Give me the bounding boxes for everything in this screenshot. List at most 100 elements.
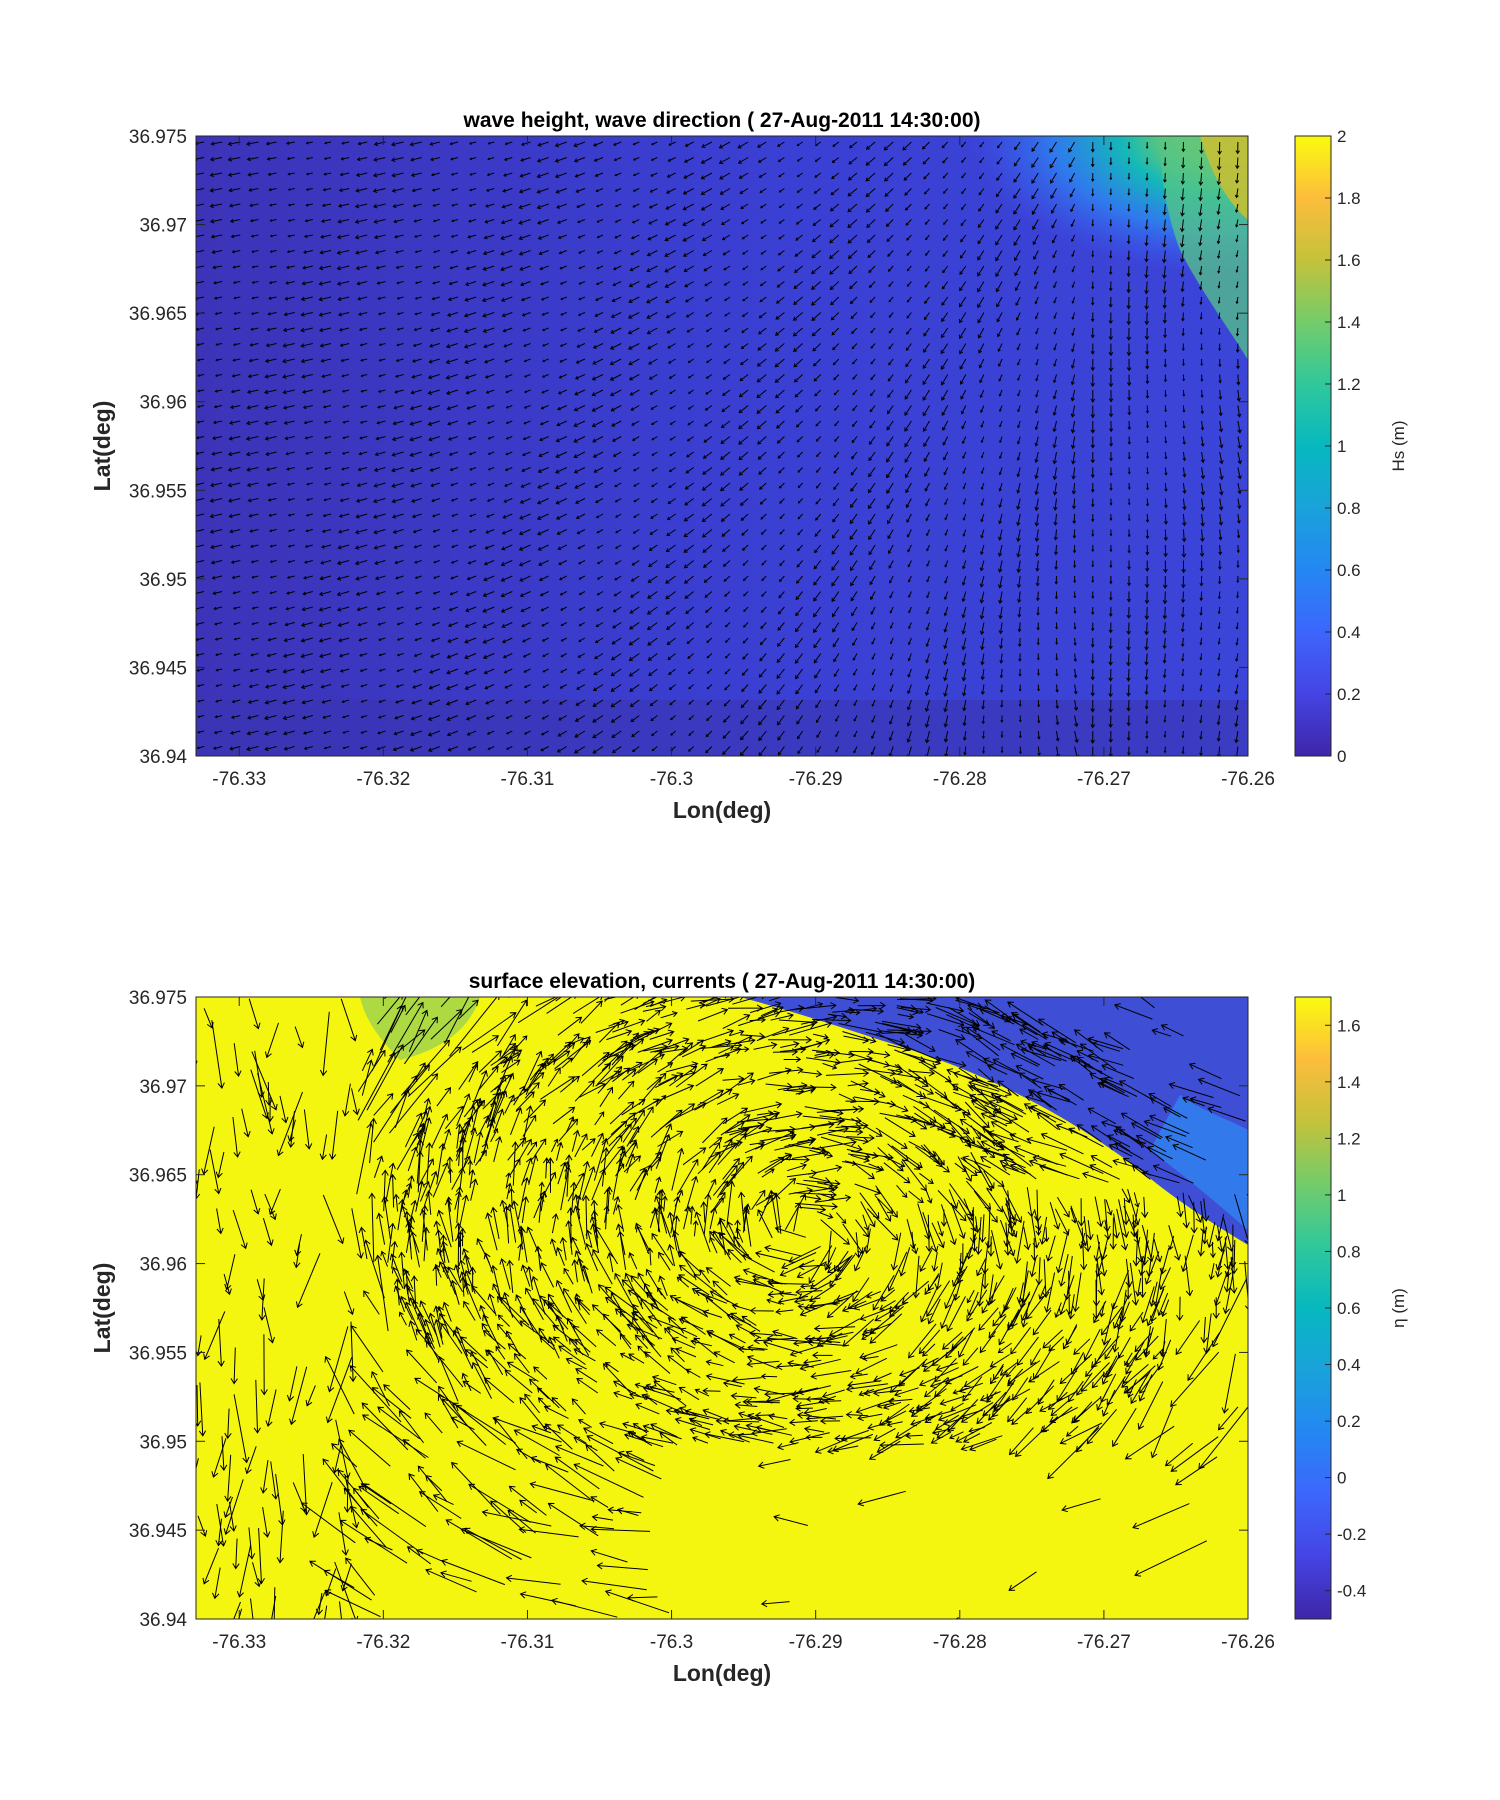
- current-arrow: [543, 1405, 569, 1419]
- wave-direction-arrow: [941, 312, 949, 323]
- current-arrow: [750, 1428, 787, 1437]
- current-arrow: [991, 1030, 1011, 1042]
- wave-direction-arrow: [560, 606, 568, 611]
- wave-direction-arrow: [1164, 467, 1168, 476]
- current-arrow: [844, 1160, 883, 1173]
- wave-direction-arrow: [196, 498, 205, 503]
- wave-direction-arrow: [233, 622, 241, 626]
- current-arrow: [820, 1136, 863, 1152]
- current-arrow: [1148, 1092, 1172, 1107]
- current-arrow: [361, 1059, 374, 1096]
- wave-direction-arrow: [251, 575, 259, 579]
- wave-direction-arrow: [393, 544, 404, 550]
- wave-direction-arrow: [1217, 668, 1221, 677]
- wave-direction-arrow: [537, 467, 549, 473]
- wave-direction-arrow: [504, 358, 513, 363]
- wave-direction-arrow: [555, 436, 568, 443]
- wave-direction-arrow: [797, 730, 804, 740]
- wave-direction-arrow: [196, 358, 205, 362]
- current-arrow: [926, 1280, 951, 1317]
- current-arrow: [1028, 1159, 1068, 1176]
- current-arrow: [552, 1106, 576, 1125]
- current-arrow: [1244, 1261, 1248, 1310]
- wave-direction-arrow: [943, 699, 949, 713]
- current-arrow: [507, 1509, 536, 1534]
- wave-direction-arrow: [649, 699, 658, 707]
- wave-direction-arrow: [541, 622, 549, 627]
- wave-direction-arrow: [251, 591, 259, 594]
- current-arrow: [937, 1404, 977, 1422]
- current-arrow: [835, 997, 860, 1004]
- wave-direction-arrow: [392, 529, 404, 534]
- current-arrow: [634, 997, 656, 1011]
- wave-direction-arrow: [868, 544, 876, 556]
- current-arrow: [1005, 1365, 1017, 1378]
- wave-direction-arrow: [556, 203, 567, 209]
- wave-direction-arrow: [196, 544, 205, 548]
- current-arrow: [440, 1240, 450, 1263]
- wave-direction-arrow: [775, 296, 785, 304]
- wave-direction-arrow: [612, 622, 622, 629]
- wave-direction-arrow: [1200, 389, 1204, 399]
- current-arrow: [600, 1134, 623, 1164]
- current-arrow: [461, 1372, 472, 1392]
- wave-direction-arrow: [447, 420, 459, 426]
- wave-direction-arrow: [706, 358, 713, 363]
- wave-direction-arrow: [1216, 157, 1222, 171]
- wave-direction-arrow: [414, 312, 422, 316]
- current-arrow: [999, 1219, 1016, 1257]
- wave-direction-arrow: [573, 451, 586, 459]
- wave-direction-arrow: [795, 606, 803, 617]
- wave-direction-arrow: [1051, 219, 1057, 229]
- current-arrow: [803, 1425, 825, 1433]
- wave-direction-arrow: [1163, 172, 1167, 183]
- wave-direction-arrow: [980, 451, 985, 459]
- wave-direction-arrow: [889, 606, 894, 614]
- current-arrow: [581, 1166, 596, 1200]
- wave-direction-arrow: [301, 606, 313, 612]
- wave-direction-arrow: [758, 172, 767, 178]
- wave-direction-arrow: [1037, 699, 1041, 708]
- wave-direction-arrow: [575, 513, 586, 519]
- wave-direction-arrow: [1073, 622, 1077, 630]
- wave-direction-arrow: [251, 606, 259, 610]
- wave-direction-arrow: [1236, 544, 1240, 554]
- wave-direction-arrow: [1073, 591, 1077, 599]
- wave-direction-arrow: [777, 157, 785, 162]
- current-arrow: [1126, 1348, 1142, 1368]
- wave-direction-arrow: [1144, 637, 1149, 651]
- wave-direction-arrow: [685, 622, 695, 630]
- current-arrow: [889, 1291, 909, 1313]
- wave-direction-arrow: [980, 436, 985, 444]
- wave-direction-arrow: [542, 343, 549, 347]
- current-arrow: [927, 1298, 941, 1325]
- current-arrow: [1141, 1224, 1155, 1263]
- wave-direction-arrow: [1016, 436, 1021, 445]
- wave-direction-arrow: [304, 219, 313, 223]
- wave-direction-arrow: [628, 668, 640, 677]
- current-arrow: [1085, 1362, 1098, 1378]
- wave-direction-arrow: [814, 668, 822, 679]
- wave-direction-arrow: [1018, 730, 1022, 739]
- wave-direction-arrow: [284, 296, 295, 301]
- wave-direction-arrow: [1145, 746, 1149, 754]
- wave-direction-arrow: [574, 715, 586, 722]
- wave-direction-arrow: [212, 436, 223, 440]
- wave-direction-arrow: [375, 436, 386, 441]
- current-arrow: [931, 1252, 939, 1272]
- current-arrow: [966, 1289, 975, 1304]
- wave-direction-arrow: [795, 699, 804, 710]
- wave-direction-arrow: [592, 699, 604, 707]
- current-arrow: [547, 1293, 564, 1317]
- current-arrow: [506, 1259, 514, 1293]
- current-arrow: [1124, 1276, 1132, 1300]
- wave-direction-arrow: [446, 730, 459, 737]
- wave-direction-arrow: [427, 405, 440, 411]
- current-arrow: [1083, 1216, 1092, 1253]
- wave-direction-arrow: [448, 281, 459, 286]
- current-arrow: [1049, 1202, 1061, 1230]
- wave-direction-arrow: [215, 699, 223, 703]
- wave-direction-arrow: [1198, 172, 1204, 186]
- wave-direction-arrow: [285, 141, 295, 145]
- current-arrow: [279, 1095, 289, 1124]
